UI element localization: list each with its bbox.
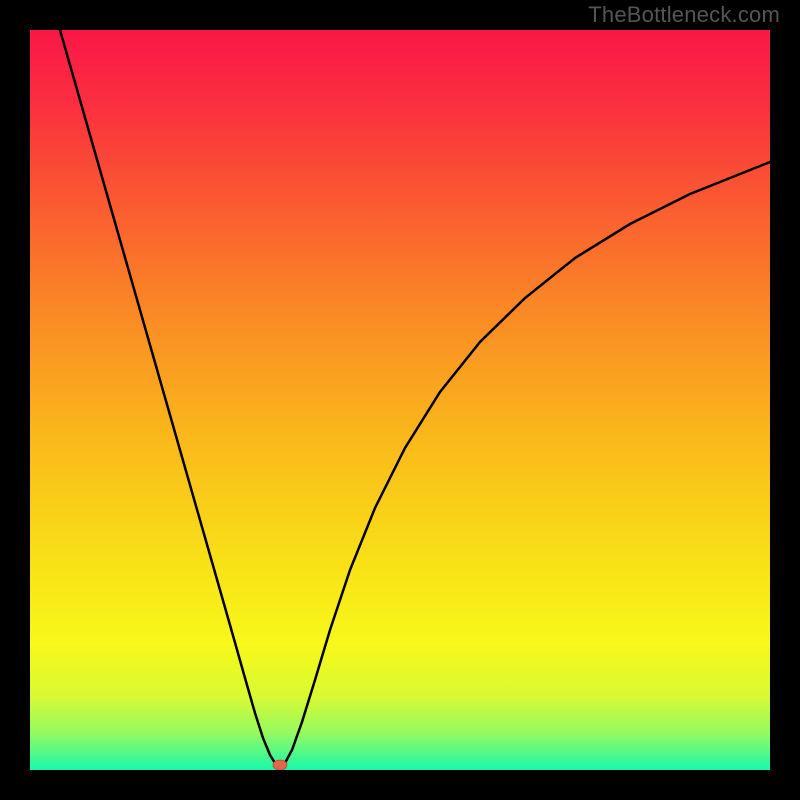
curve-left-branch xyxy=(60,30,280,767)
chart-frame: TheBottleneck.com xyxy=(0,0,800,800)
watermark-text: TheBottleneck.com xyxy=(588,2,780,28)
plot-area xyxy=(30,30,770,770)
curve-right-branch xyxy=(280,162,770,767)
plot-svg xyxy=(30,30,770,770)
minimum-marker xyxy=(273,760,287,770)
